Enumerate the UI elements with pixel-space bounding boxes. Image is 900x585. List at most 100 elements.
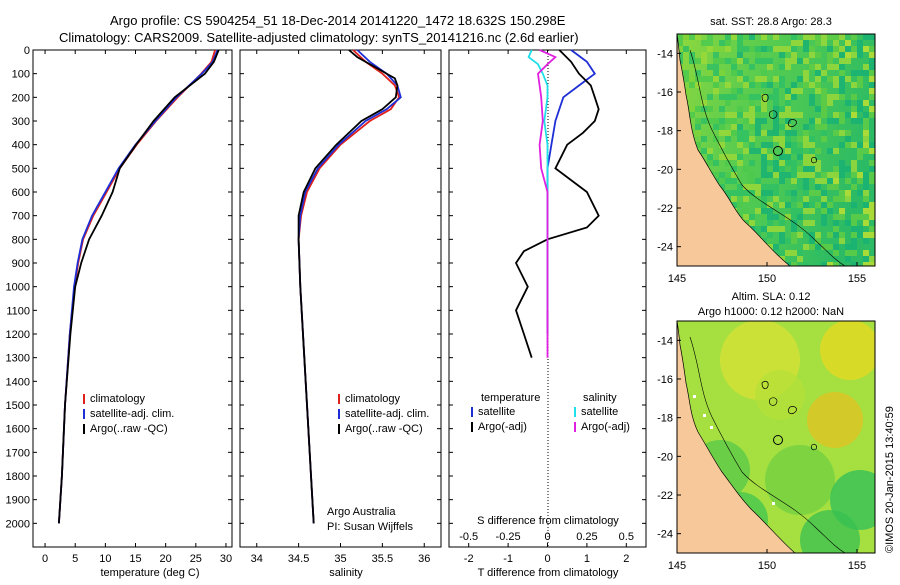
salinity-xlabel: salinity xyxy=(329,567,363,579)
y-tick-label: 900 xyxy=(12,258,30,270)
map-sst: sat. SST: 28.8 Argo: 28.3 145 150 155 -14 -1… xyxy=(657,16,876,285)
temperature-axes-box xyxy=(32,49,233,548)
y-tick-label: 400 xyxy=(12,140,30,152)
legend-label: climatology xyxy=(90,393,146,405)
map-sst-reefs xyxy=(761,93,817,164)
map-sst-land xyxy=(677,34,791,266)
difference-xlabel: T difference from climatology xyxy=(478,567,619,579)
x-tick-label: 0 xyxy=(42,553,48,565)
y-tick-label: 200 xyxy=(12,92,30,104)
map-y-tick-label: -18 xyxy=(657,413,673,425)
y-tick-label: 0 xyxy=(24,45,30,57)
x-tick-label-top: 0.5 xyxy=(619,531,634,543)
map-sla-title-1: Altim. SLA: 0.12 xyxy=(732,291,811,303)
salinity-panel: salinity Argo Australia PI: Susan Wijffe… xyxy=(239,49,442,579)
map-x-tick-label: 155 xyxy=(848,560,866,572)
x-tick-label: 35 xyxy=(334,553,346,565)
difference-xlabel-top: S difference from climatology xyxy=(477,515,619,527)
header-line1: Argo profile: CS 5904254_51 18-Dec-2014 … xyxy=(110,13,566,28)
map-sla: Altim. SLA: 0.12 Argo h1000: 0.12 h2000:… xyxy=(657,291,876,572)
map-sla-argo-track-point xyxy=(703,414,706,417)
map-y-tick-label: -14 xyxy=(657,335,673,347)
x-tick-label: 10 xyxy=(99,553,111,565)
map-sla-isobath xyxy=(689,336,846,553)
map-x-tick-label: 150 xyxy=(758,273,776,285)
map-y-tick-label: -22 xyxy=(657,490,673,502)
salinity-annotation-0: Argo Australia xyxy=(327,506,396,518)
y-tick-label: 1700 xyxy=(6,447,30,459)
series-argo---raw--qc- xyxy=(297,49,399,524)
x-tick-label: -2 xyxy=(464,553,474,565)
map-y-tick-label: -24 xyxy=(657,242,673,254)
legend-label: satellite xyxy=(581,406,618,418)
temperature-panel: temperature (deg C) 01002003004005006007… xyxy=(6,45,233,579)
x-tick-label: 5 xyxy=(72,553,78,565)
map-y-tick-label: -18 xyxy=(657,126,673,138)
credit: ©IMOS 20-Jan-2015 13:40:59 xyxy=(884,406,896,553)
x-tick-label-top: 0.25 xyxy=(576,531,597,543)
map-x-tick-label: 150 xyxy=(758,560,776,572)
y-tick-label: 1800 xyxy=(6,471,30,483)
map-x-tick-label: 155 xyxy=(848,273,866,285)
x-tick-label-top: -0.25 xyxy=(496,531,521,543)
map-y-tick-label: -20 xyxy=(657,164,673,176)
y-tick-label: 1000 xyxy=(6,282,30,294)
legend-label: satellite-adj. clim. xyxy=(90,408,174,420)
x-tick-label: 15 xyxy=(129,553,141,565)
temperature-xlabel: temperature (deg C) xyxy=(100,567,199,579)
x-tick-label: 34 xyxy=(251,553,263,565)
y-tick-label: 1400 xyxy=(6,376,30,388)
header-line2: Climatology: CARS2009. Satellite-adjuste… xyxy=(59,30,579,45)
legend-label: Argo(..raw -QC) xyxy=(345,423,423,435)
y-tick-label: 800 xyxy=(12,234,30,246)
map-sla-frame xyxy=(676,320,876,554)
map-sla-land xyxy=(677,321,796,553)
y-tick-label: 1100 xyxy=(6,305,30,317)
y-tick-label: 1500 xyxy=(6,400,30,412)
map-y-tick-label: -16 xyxy=(657,87,673,99)
legend-label: satellite-adj. clim. xyxy=(345,408,429,420)
y-tick-label: 1300 xyxy=(6,353,30,365)
x-tick-label: 0 xyxy=(544,553,550,565)
y-tick-label: 500 xyxy=(12,163,30,175)
map-sst-title: sat. SST: 28.8 Argo: 28.3 xyxy=(710,16,832,28)
x-tick-label-top: -0.5 xyxy=(459,531,478,543)
map-sla-argo-track-point xyxy=(693,395,696,398)
y-tick-label: 100 xyxy=(12,69,30,81)
x-tick-label: 36 xyxy=(418,553,430,565)
y-tick-label: 300 xyxy=(12,116,30,128)
map-x-tick-label: 145 xyxy=(668,273,686,285)
map-sst-isobath xyxy=(689,49,846,266)
legend-title-temperature: temperature xyxy=(481,392,540,404)
legend-label: Argo(-adj) xyxy=(581,421,630,433)
map-y-tick-label: -14 xyxy=(657,48,673,60)
x-tick-label: 35.5 xyxy=(372,553,393,565)
map-sla-title-2: Argo h1000: 0.12 h2000: NaN xyxy=(698,306,844,318)
map-sla-argo-location xyxy=(773,435,783,445)
legend-label: climatology xyxy=(345,393,401,405)
x-tick-label: 25 xyxy=(190,553,202,565)
y-tick-label: 2000 xyxy=(6,518,30,530)
map-y-tick-label: -20 xyxy=(657,451,673,463)
x-tick-label: 1 xyxy=(584,553,590,565)
salinity-axes-box xyxy=(239,49,442,548)
y-tick-label: 1200 xyxy=(6,329,30,341)
map-sla-argo-track-point xyxy=(710,426,713,429)
y-tick-label: 1600 xyxy=(6,424,30,436)
x-tick-label-top: 0 xyxy=(544,531,550,543)
series-s-argo--adj- xyxy=(537,49,558,358)
y-tick-label: 1900 xyxy=(6,495,30,507)
x-tick-label: 20 xyxy=(160,553,172,565)
legend-label: satellite xyxy=(478,406,515,418)
series-t-argo--adj- xyxy=(514,49,600,358)
x-tick-label: 2 xyxy=(623,553,629,565)
map-sla-reefs xyxy=(761,380,817,451)
y-tick-label: 700 xyxy=(12,211,30,223)
legend-label: Argo(-adj) xyxy=(478,421,527,433)
difference-panel: S difference from climatology T differen… xyxy=(448,49,647,579)
map-sst-frame xyxy=(676,33,876,267)
legend-title-salinity: salinity xyxy=(583,392,617,404)
map-x-tick-label: 145 xyxy=(668,560,686,572)
x-tick-label: 34.5 xyxy=(288,553,309,565)
